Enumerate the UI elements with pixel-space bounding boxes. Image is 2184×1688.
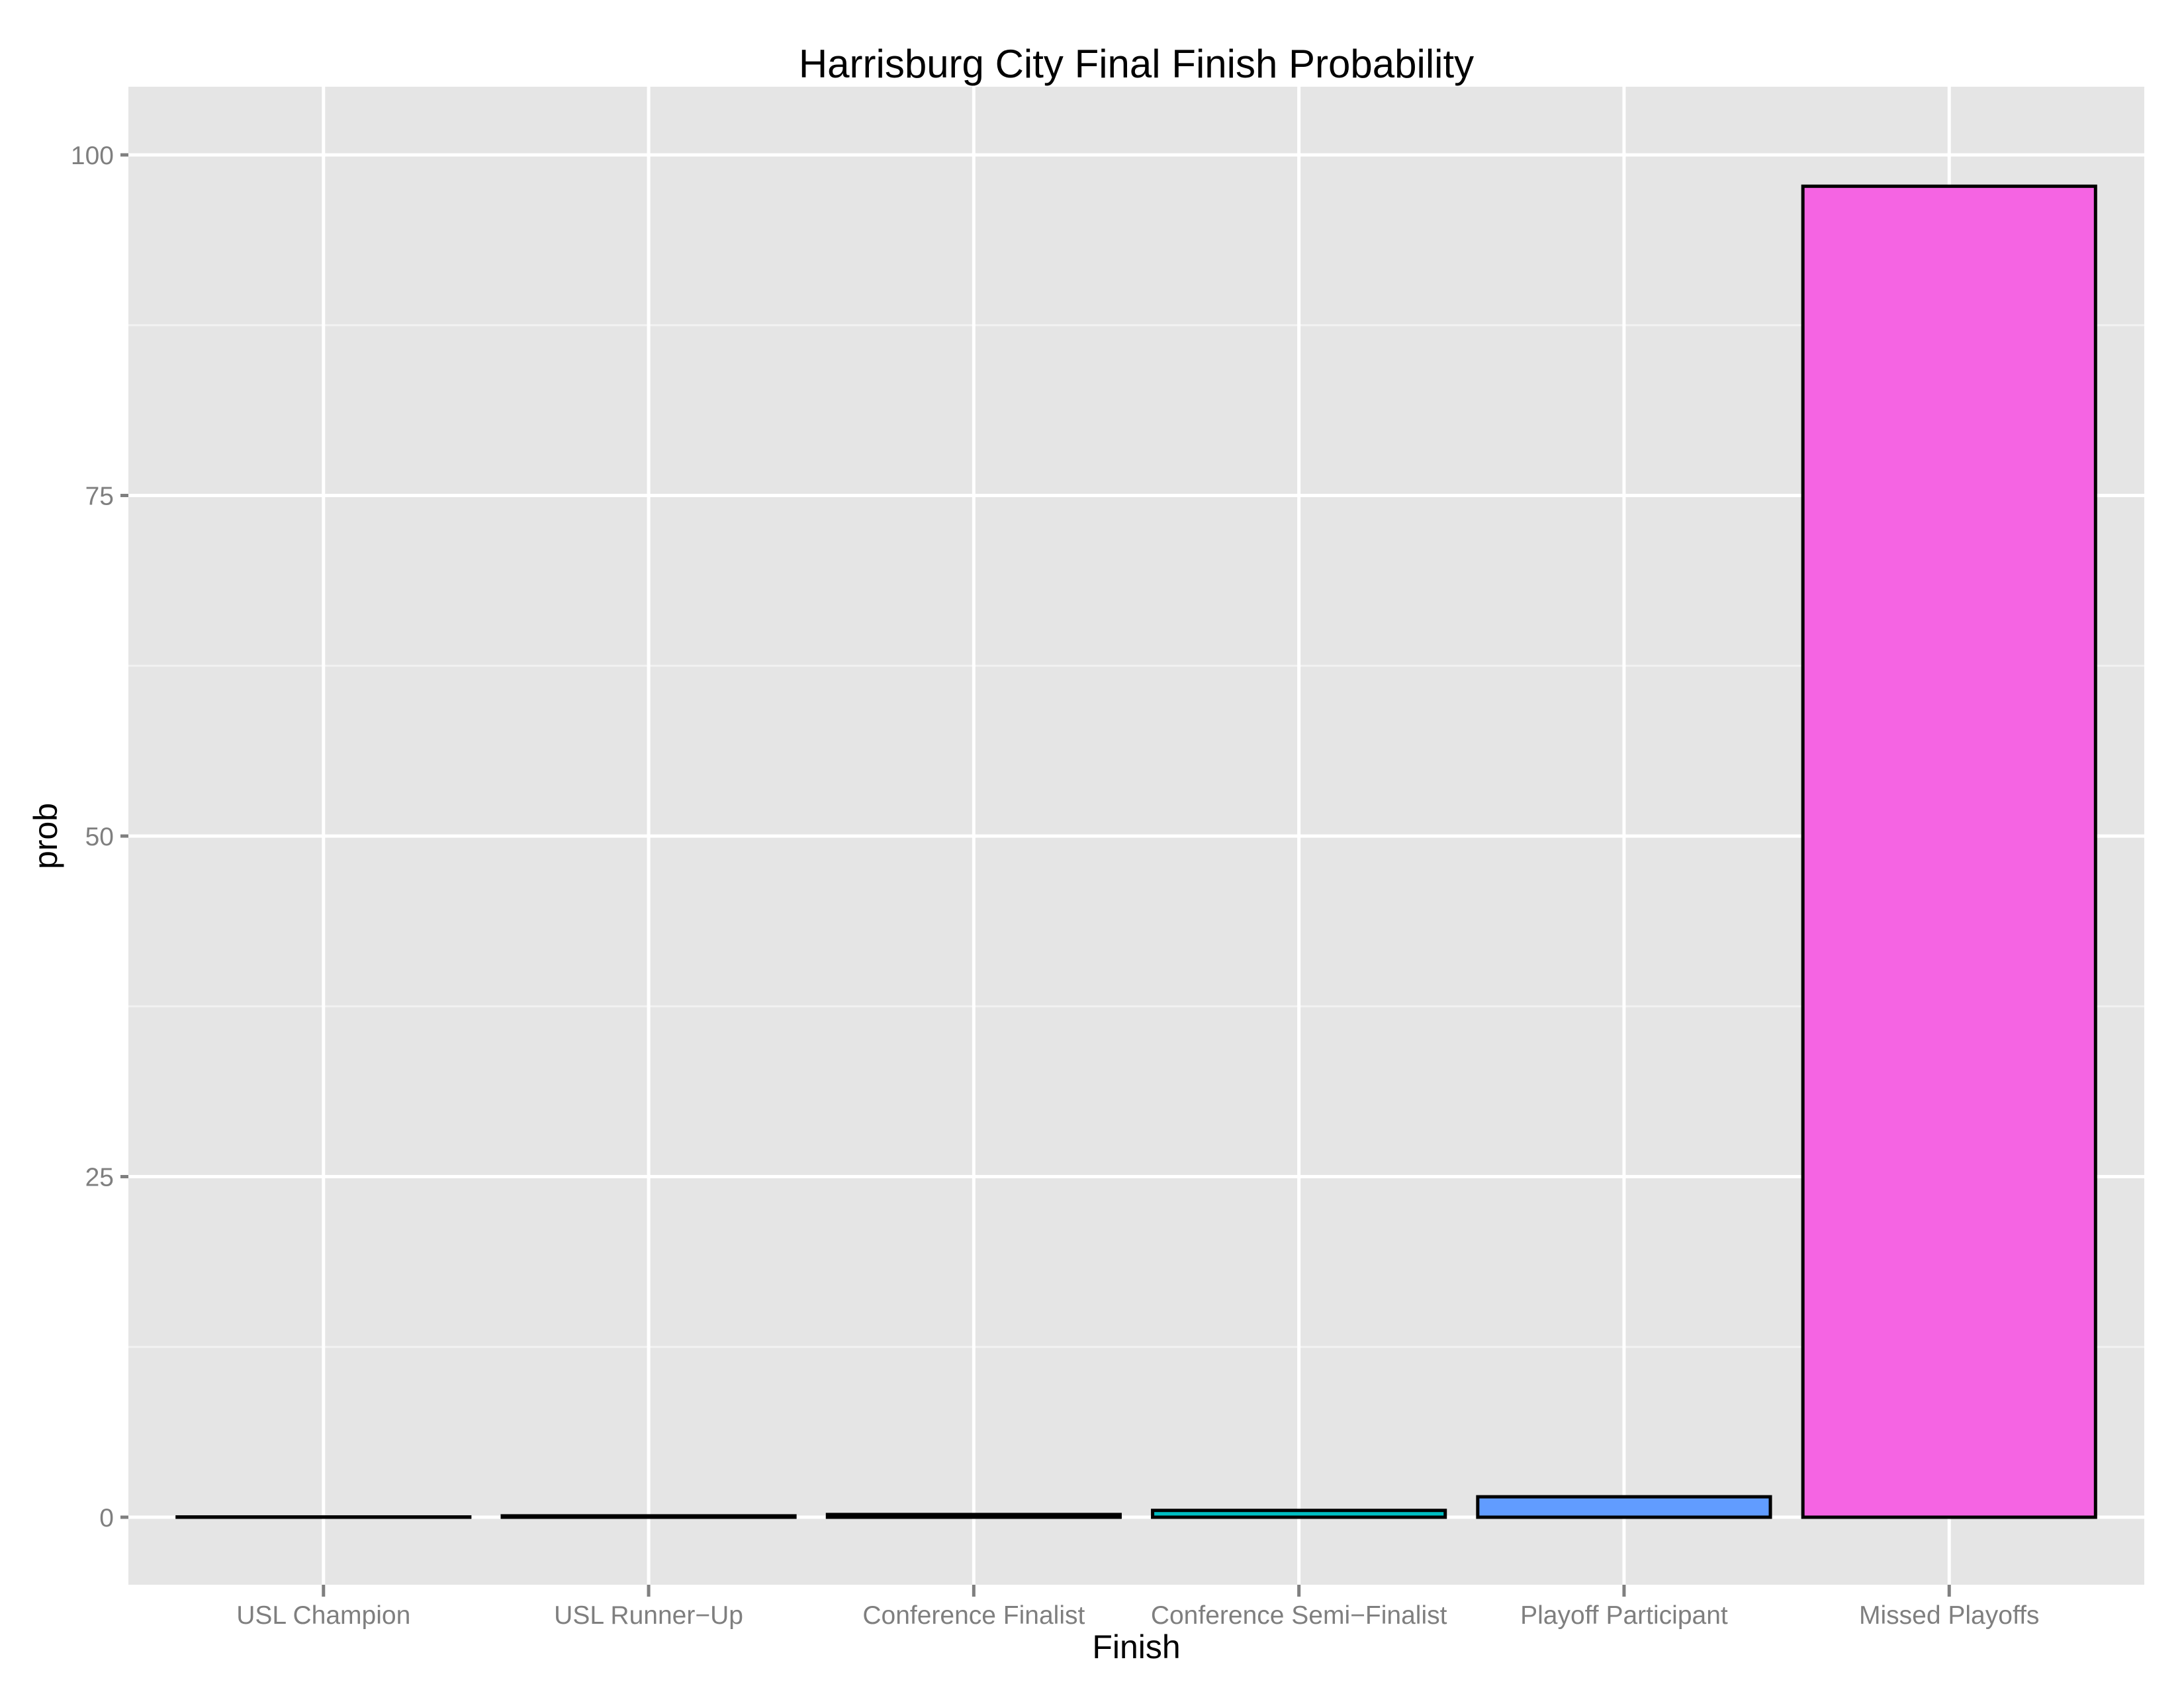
- y-tick-label: 25: [85, 1164, 114, 1192]
- y-tick-label: 0: [99, 1504, 114, 1532]
- bar: [825, 1513, 1122, 1519]
- bars: [175, 184, 2097, 1519]
- x-tick-label: Missed Playoffs: [1859, 1601, 2039, 1630]
- x-tick-label: Playoff Participant: [1520, 1601, 1728, 1630]
- bar: [500, 1514, 797, 1519]
- x-axis: USL Champion USL Runner−Up Conference Fina…: [236, 1585, 2039, 1630]
- y-tick-label: 100: [71, 142, 114, 170]
- y-axis: 0 25 50 75 100: [71, 142, 128, 1532]
- y-tick-label: 50: [85, 823, 114, 851]
- x-tick-label: USL Runner−Up: [554, 1601, 743, 1630]
- bar: [1151, 1509, 1447, 1519]
- y-tick-label: 75: [85, 483, 114, 511]
- x-tick-label: Conference Finalist: [862, 1601, 1085, 1630]
- x-tick-label: Conference Semi−Finalist: [1151, 1601, 1447, 1630]
- x-axis-title: Finish: [1092, 1628, 1180, 1665]
- x-tick-label: USL Champion: [236, 1601, 410, 1630]
- bar: [1476, 1495, 1772, 1519]
- bar: [1801, 184, 2097, 1519]
- chart-title: Harrisburg City Final Finish Probability: [799, 42, 1474, 86]
- y-axis-title: prob: [27, 803, 64, 869]
